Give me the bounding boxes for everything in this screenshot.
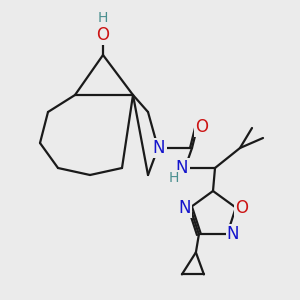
Text: O: O: [97, 26, 110, 44]
Text: O: O: [235, 199, 248, 217]
Text: N: N: [153, 139, 165, 157]
Text: N: N: [227, 225, 239, 243]
Text: N: N: [178, 199, 190, 217]
Text: N: N: [176, 159, 188, 177]
Text: H: H: [98, 11, 108, 25]
Text: H: H: [169, 171, 179, 185]
Text: O: O: [196, 118, 208, 136]
